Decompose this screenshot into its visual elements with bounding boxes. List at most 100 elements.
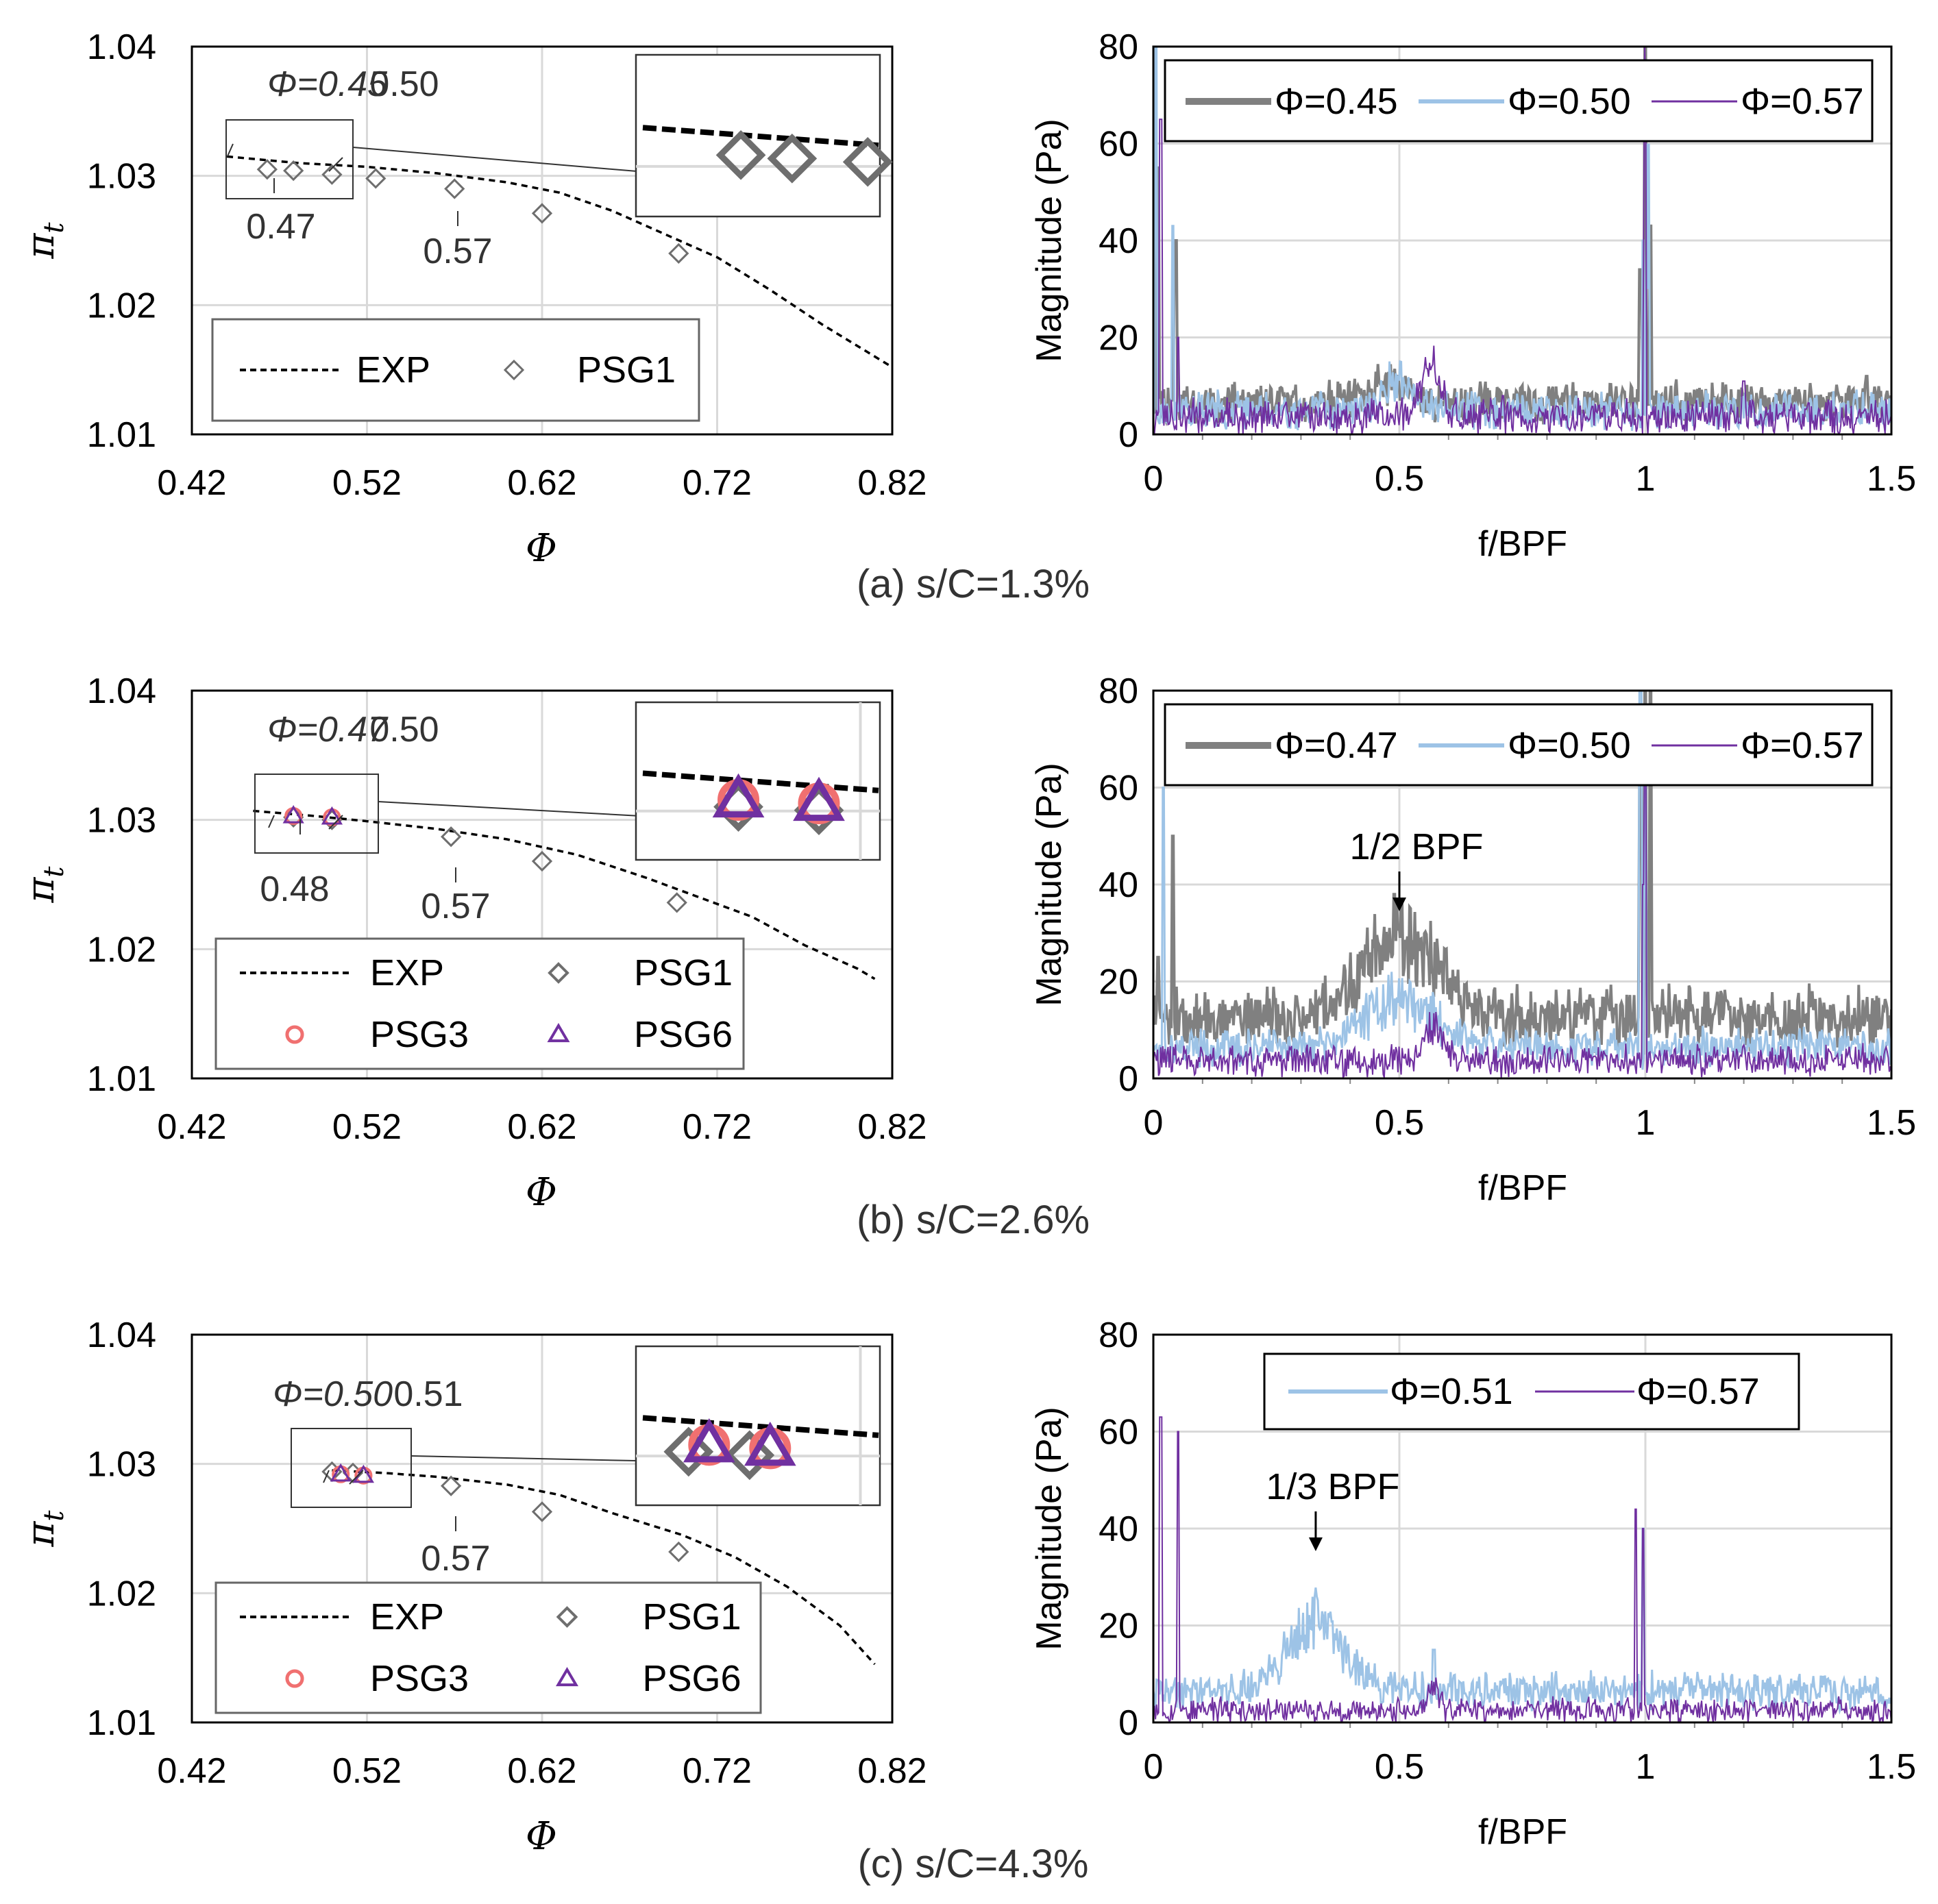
legend-label: Φ=0.47 (1275, 725, 1398, 766)
psg1-marker (441, 826, 462, 848)
plot-frame (1152, 45, 1893, 436)
bpf-arrow-head (1308, 1537, 1323, 1551)
legend-label: Φ=0.57 (1741, 725, 1864, 766)
exp-curve (253, 809, 876, 980)
zoom-connector (352, 147, 637, 172)
y-tick-label: 1.04 (87, 1315, 156, 1355)
psg1-marker (668, 1541, 689, 1563)
zoom-psg6-marker (683, 1418, 735, 1463)
x-tick-label: 1.5 (1867, 459, 1916, 499)
legend-label: EXP (370, 1596, 444, 1637)
y-axis-label: Magnitude (Pa) (1029, 1407, 1069, 1650)
pressure-ratio-chart: 0.42 0.52 0.62 0.72 0.82 1.01 1.02 1.03 1.04 πt Φ Φ… (19, 671, 927, 1215)
legend-label: Φ=0.50 (1508, 81, 1631, 122)
y-tick-label: 1.03 (87, 157, 156, 197)
y-tick-label: 40 (1099, 221, 1138, 261)
x-tick-label: 1.5 (1867, 1747, 1916, 1787)
psg1-marker (531, 203, 553, 224)
panel-caption: (b) s/C=2.6% (857, 1198, 1090, 1242)
y-tick-label: 20 (1099, 963, 1138, 1002)
x-tick-label: 0 (1144, 1103, 1164, 1143)
psg1-marker (531, 850, 553, 872)
psg1-marker (444, 178, 465, 199)
legend-marker-psg6 (556, 1667, 578, 1687)
zoom-psg6-marker (793, 776, 845, 821)
legend-label: Φ=0.57 (1636, 1371, 1760, 1412)
legend: EXP PSG1 PSG3 PSG6 (214, 937, 745, 1070)
y-axis-subscript: t (38, 222, 70, 234)
legend-box (214, 937, 745, 1070)
plot-frame (191, 45, 894, 436)
phi-annotation: 0.57 (423, 232, 492, 271)
legend: Φ=0.51 Φ=0.57 (1263, 1352, 1800, 1431)
y-tick-label: 1.01 (87, 1059, 156, 1099)
x-axis-label: Φ (526, 1170, 557, 1215)
x-tick-label: 0.42 (157, 1751, 226, 1791)
y-tick-label: 20 (1099, 319, 1138, 358)
psg1-marker (283, 806, 304, 828)
legend-label: Φ=0.50 (1508, 725, 1631, 766)
y-axis-label: Magnitude (Pa) (1029, 119, 1069, 362)
psg6-marker (282, 805, 304, 824)
zoom-psg1-marker (842, 136, 893, 187)
legend-label: PSG1 (577, 349, 676, 391)
psg1-marker (256, 159, 278, 180)
legend-label: PSG3 (370, 1014, 469, 1055)
x-tick-label: 0.42 (157, 463, 226, 503)
exp-curve (226, 155, 893, 369)
x-tick-label: 0.5 (1375, 1103, 1424, 1143)
psg1-marker (531, 1501, 553, 1522)
y-tick-label: 0 (1118, 1059, 1138, 1099)
legend: EXP PSG1 (211, 318, 700, 422)
y-tick-label: 60 (1099, 769, 1138, 808)
spectrum-line (1153, 1527, 1891, 1715)
zoom-region (254, 774, 379, 854)
x-tick-label: 0 (1144, 459, 1164, 499)
legend-label: PSG1 (643, 1596, 741, 1637)
y-axis-label: πt (19, 866, 70, 904)
legend-label: Φ=0.51 (1390, 1371, 1513, 1412)
y-tick-label: 20 (1099, 1607, 1138, 1646)
psg6-marker (321, 806, 343, 825)
legend-marker-psg1 (556, 1606, 578, 1628)
y-tick-label: 1.01 (87, 1703, 156, 1743)
y-tick-label: 0 (1118, 415, 1138, 455)
legend-label: PSG3 (370, 1658, 469, 1699)
zoom-region (225, 119, 354, 199)
x-tick-label: 0.52 (332, 463, 402, 503)
y-tick-label: 1.04 (87, 671, 156, 711)
phi-annotation: 0.50 (369, 64, 439, 104)
plot-frame (1152, 1333, 1893, 1724)
y-axis-subscript: t (38, 866, 70, 878)
spectrum-line (1153, 691, 1891, 1070)
x-tick-label: 0 (1144, 1747, 1164, 1787)
phi-annotation: 0.48 (260, 869, 329, 909)
y-tick-label: 80 (1099, 27, 1138, 67)
y-axis-label: πt (19, 222, 70, 260)
x-axis-label: f/BPF (1478, 1168, 1567, 1208)
x-tick-label: 0.72 (683, 1107, 752, 1147)
bpf-annotation: 1/3 BPF (1266, 1466, 1399, 1507)
psg1-marker (365, 168, 387, 189)
panel-caption: (a) s/C=1.3% (857, 562, 1090, 606)
legend: Φ=0.47 Φ=0.50 Φ=0.57 (1164, 703, 1874, 787)
spectrum-chart: 0 20 40 60 80 0 0.5 1 1.5 Magnitude (Pa) f/BPF Φ=0.… (1029, 1315, 1916, 1852)
zoom-exp-curve (642, 1415, 879, 1438)
legend-label: EXP (356, 349, 430, 391)
x-tick-label: 1 (1636, 1103, 1656, 1143)
psg1-marker (283, 160, 304, 182)
phi-annotation: Φ=0.47 (267, 710, 389, 750)
psg1-marker (666, 892, 687, 913)
zoom-psg1-marker (715, 129, 766, 180)
y-tick-label: 60 (1099, 1413, 1138, 1452)
legend-marker-psg3 (285, 1669, 304, 1688)
spectrum-line (1153, 47, 1891, 434)
zoom-psg6-marker (712, 773, 765, 818)
legend-label: PSG6 (643, 1658, 741, 1699)
zoom-psg1-marker (663, 1426, 714, 1477)
x-tick-label: 0.5 (1375, 1747, 1424, 1787)
x-tick-label: 0.72 (683, 463, 752, 503)
y-axis-label: Magnitude (Pa) (1029, 763, 1069, 1006)
spectrum-chart: 0 20 40 60 80 0 0.5 1 1.5 Magnitude (Pa) f/BPF Φ=0.… (1029, 27, 1916, 564)
psg1-marker (321, 164, 343, 185)
